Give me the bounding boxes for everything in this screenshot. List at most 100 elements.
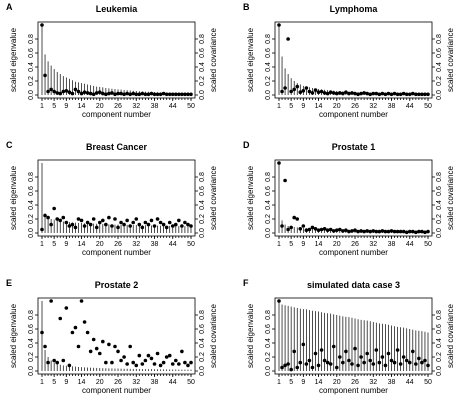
covariance-point [177,362,181,366]
x-tick-label: 32 [369,103,377,110]
covariance-point [359,91,363,96]
covariance-point [365,91,369,96]
covariance-point [414,92,418,97]
y-right-tick-label: 0.6 [199,324,206,334]
y-right-tick-label: 0.4 [436,62,443,72]
covariance-point [70,330,75,335]
covariance-point [189,360,193,365]
covariance-point [137,92,142,97]
y-right-tick-label: 0.4 [199,338,206,348]
covariance-point [286,227,290,232]
x-tick-label: 20 [333,241,341,248]
covariance-point [161,360,166,365]
covariance-point [167,92,172,97]
covariance-point [344,90,348,94]
covariance-point [380,355,385,359]
covariance-point [189,224,193,228]
covariance-point [70,222,75,227]
covariance-point [304,228,309,232]
covariance-point [344,228,348,232]
x-tick-label: 14 [315,379,323,386]
covariance-point [341,229,345,233]
covariance-point [347,91,351,96]
covariance-point [170,362,175,366]
y-tick-label: 0.4 [265,200,272,210]
y-right-tick-label: 0.6 [199,186,206,196]
covariance-point [356,92,360,97]
covariance-point [143,92,148,97]
covariance-point [161,91,166,96]
y-tick-label: 0.8 [265,310,272,320]
covariance-point [401,91,406,96]
x-tick-label: 32 [132,103,140,110]
covariance-point [389,358,394,363]
covariance-point [307,227,312,232]
covariance-point [131,220,136,225]
covariance-point [101,91,105,96]
covariance-point [325,360,330,365]
x-tick-label: 1 [40,379,44,386]
covariance-point [46,215,50,220]
covariance-point [94,225,99,230]
covariance-point [70,91,75,96]
covariance-point [338,355,342,359]
covariance-point [55,360,60,365]
x-tick-label: 26 [114,379,122,386]
covariance-point [417,92,421,97]
covariance-point [307,89,312,94]
covariance-point [353,91,357,96]
covariance-point [347,358,351,363]
panel-title: Leukemia [96,4,139,14]
covariance-point [91,337,96,342]
covariance-point [371,91,376,96]
covariance-point [283,178,287,183]
covariance-point [167,353,172,358]
panel-title: Lymphoma [330,4,379,14]
covariance-point [43,344,47,349]
covariance-point [82,90,87,94]
y-tick-label: 0.0 [265,228,272,238]
covariance-point [395,348,400,352]
x-tick-label: 26 [114,241,122,248]
covariance-point [350,229,354,233]
y-tick-label: 0.4 [28,200,35,210]
covariance-point [52,89,56,94]
covariance-point [417,229,421,234]
covariance-point [104,222,108,227]
covariance-point [310,225,315,230]
covariance-point [79,299,84,303]
x-tick-label: 50 [424,379,432,386]
y-right-tick-label: 0.8 [199,34,206,44]
covariance-point [407,229,412,234]
covariance-point [295,365,300,370]
covariance-point [91,92,96,97]
panel-title: Prostate 2 [95,280,139,290]
covariance-point [304,362,309,366]
covariance-point [73,87,78,92]
y-tick-label: 0.6 [265,186,272,196]
covariance-point [155,351,160,356]
covariance-point [55,91,60,95]
y-tick-label: 0.2 [28,352,35,362]
covariance-point [316,90,321,94]
covariance-point [177,218,181,223]
x-tick-label: 9 [64,379,68,386]
covariance-point [52,358,56,363]
covariance-point [280,224,284,228]
y-tick-label: 0.8 [28,34,35,44]
covariance-point [64,306,69,310]
x-tick-label: 5 [289,241,293,248]
covariance-point [362,360,366,365]
covariance-point [128,92,132,97]
y-tick-label: 0.0 [28,90,35,100]
covariance-point [286,37,290,41]
covariance-point [304,86,309,90]
covariance-point [104,360,108,365]
y-right-tick-label: 0.2 [199,352,206,362]
covariance-point [371,362,376,366]
x-tick-label: 14 [78,379,86,386]
covariance-point [91,217,96,221]
covariance-point [40,227,44,232]
covariance-point [362,91,366,95]
covariance-point [301,89,306,93]
